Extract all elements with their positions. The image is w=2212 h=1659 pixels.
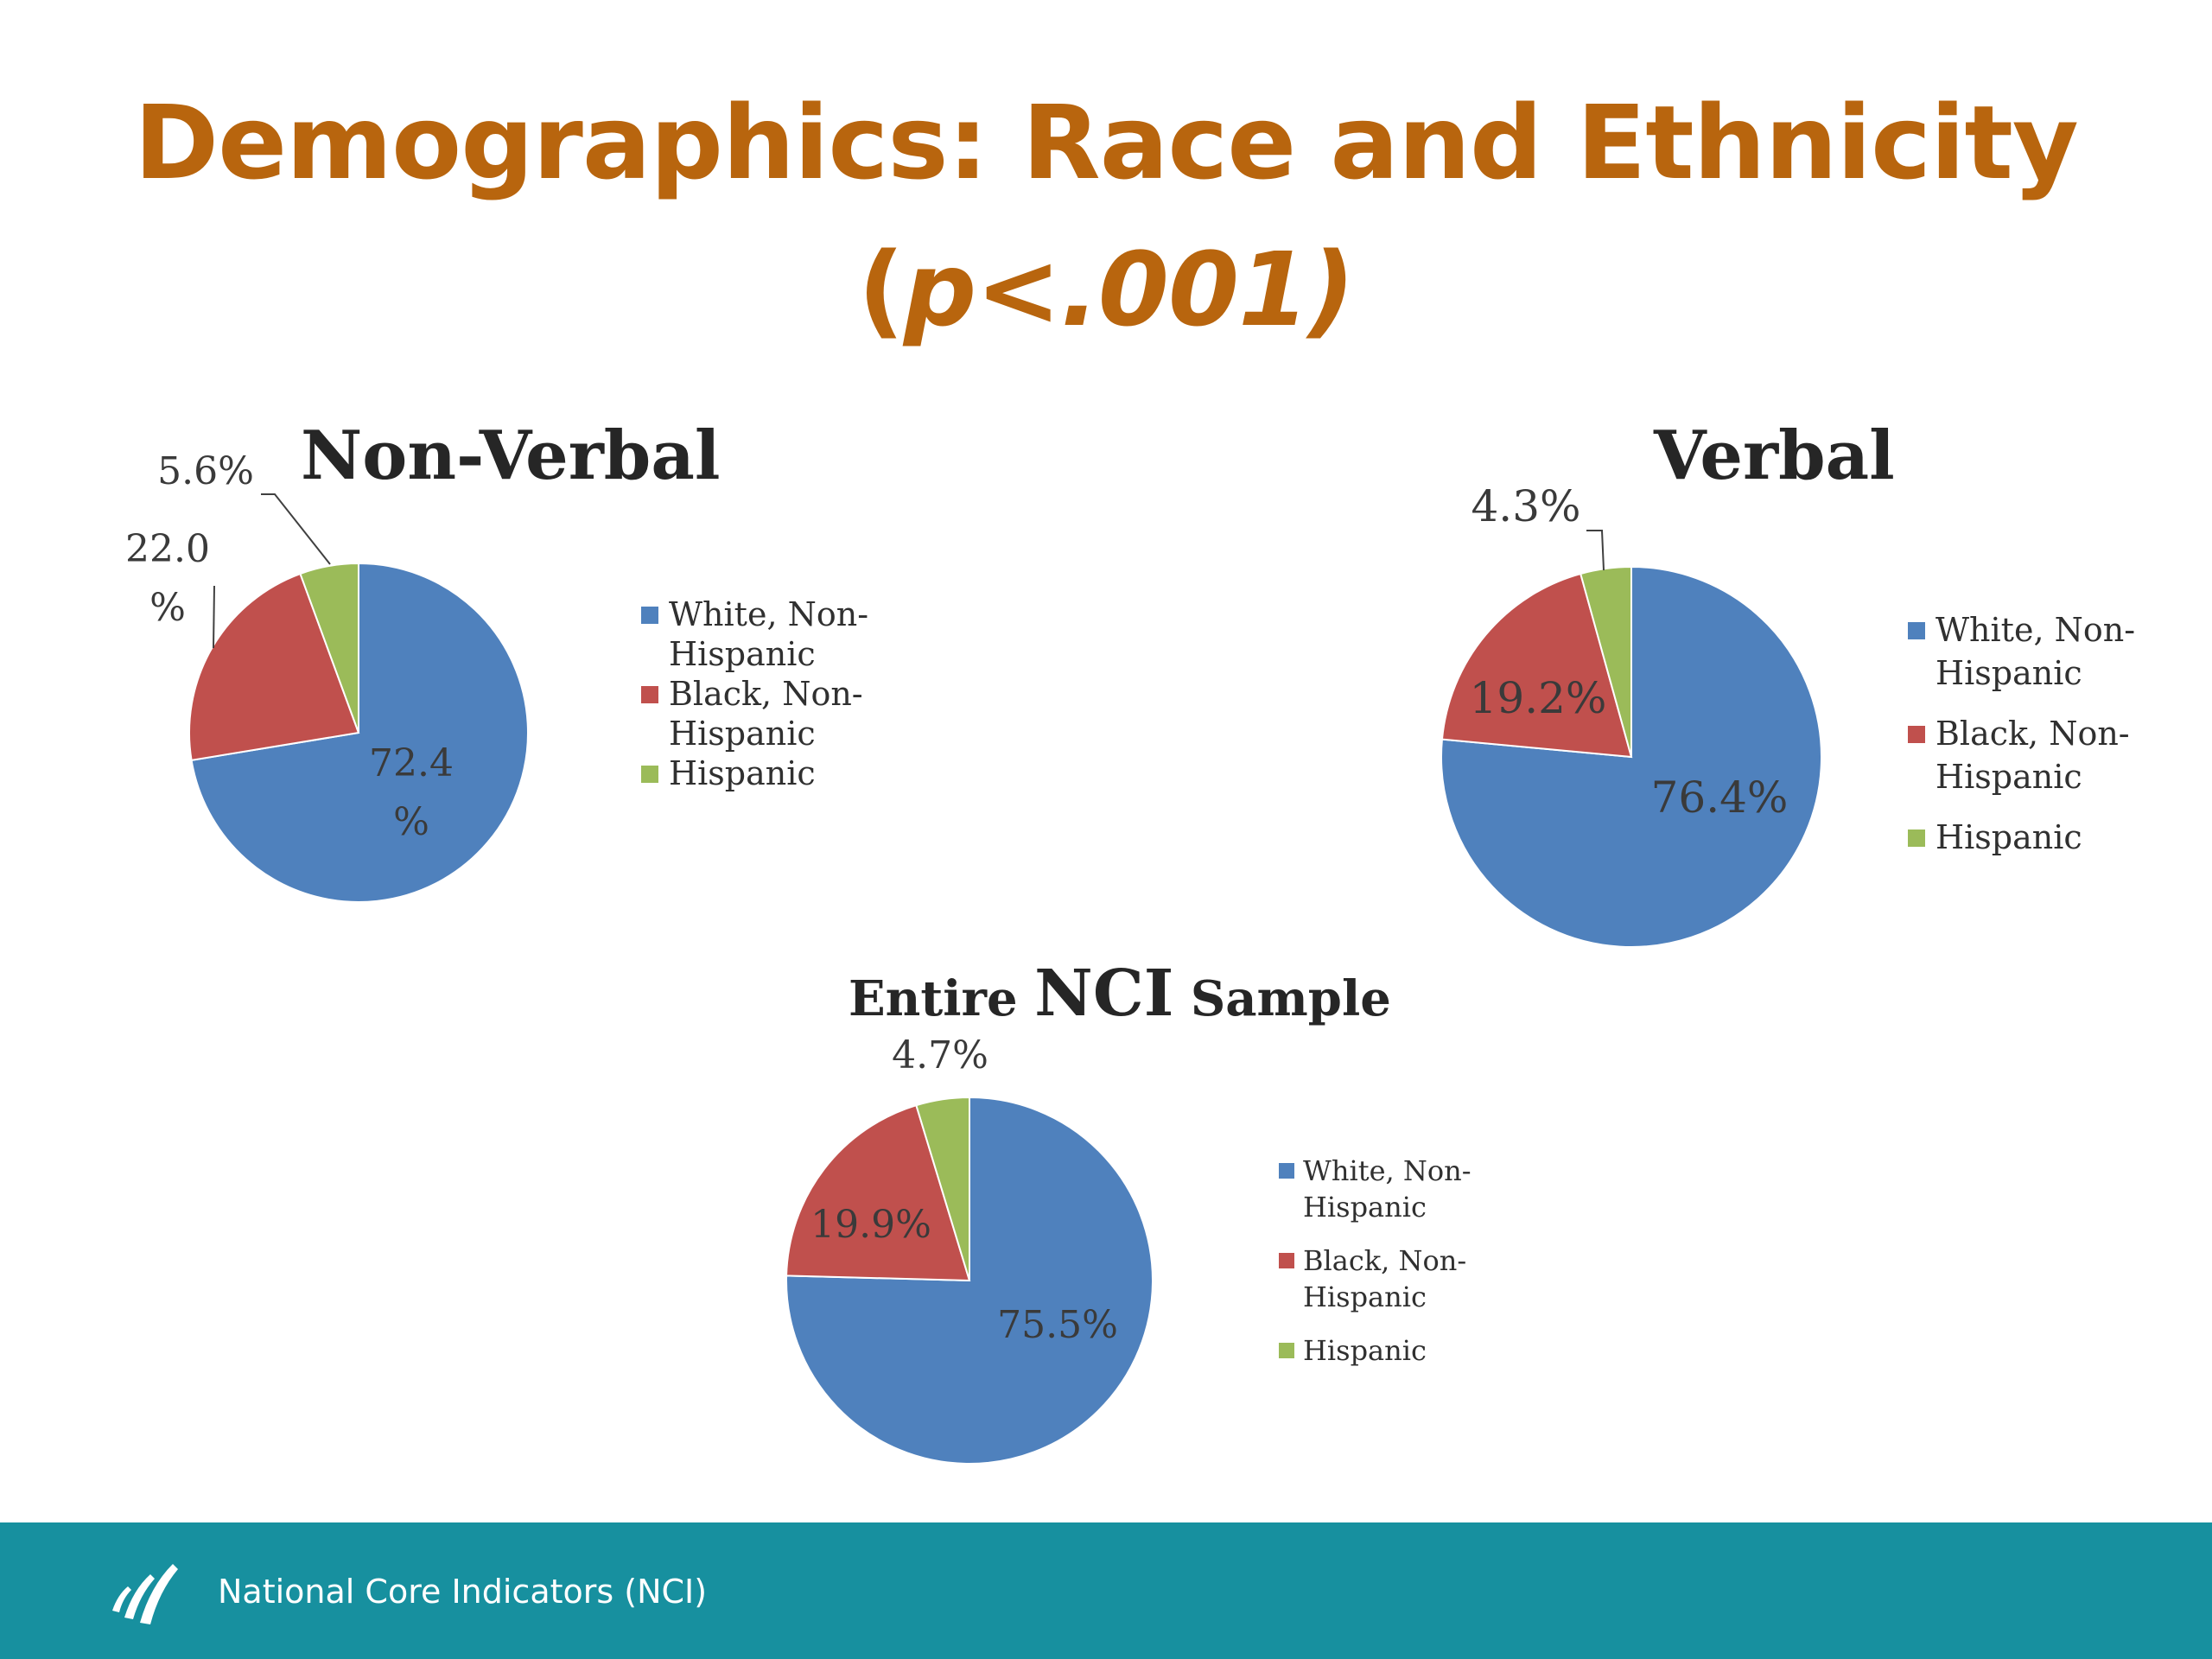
legend-label-line: Black, Non-: [1936, 715, 2130, 753]
leader-line-verbal-hispanic: [1586, 530, 1605, 571]
legend-swatch-black-non-hispanic: [1279, 1253, 1294, 1268]
legend-label-hispanic: Hispanic: [1303, 1332, 1427, 1369]
pie-entire-sample: 75.5% 19.9% 4.7%: [785, 1033, 1154, 1465]
legend-label-black-non-hispanic: Black, Non- Hispanic: [1936, 712, 2130, 798]
pie-slice-verbal-black-non-hispanic: [1440, 572, 1633, 759]
data-label-verbal-black-non-hispanic: 19.2%: [1470, 673, 1607, 723]
legend-label-line: Hispanic: [1303, 1334, 1427, 1367]
legend-swatch-hispanic: [1279, 1343, 1294, 1358]
legend-non-verbal: White, Non- Hispanic Black, Non- Hispanic Hi…: [641, 594, 926, 802]
legend-swatch-white-non-hispanic: [1908, 622, 1925, 639]
legend-label-line: Hispanic: [1936, 654, 2082, 692]
data-label-verbal-white-non-hispanic: 76.4%: [1651, 772, 1789, 823]
legend-label-line: Hispanic: [669, 635, 816, 673]
data-label-non-verbal-hispanic: 5.6%: [157, 449, 254, 493]
data-label-non-verbal-black-non-hispanic: 22.0%: [125, 527, 210, 630]
legend-label-line: Hispanic: [1936, 818, 2082, 856]
legend-swatch-hispanic: [641, 766, 658, 783]
legend-label-white-non-hispanic: White, Non- Hispanic: [1303, 1153, 1471, 1225]
chart-title-entire-part1: Entire: [849, 970, 1035, 1027]
legend-entire-sample: White, Non- Hispanic Black, Non- Hispanic Hi…: [1279, 1153, 1538, 1377]
legend-label-line: Hispanic: [669, 715, 816, 753]
legend-label-line: Black, Non-: [1303, 1244, 1467, 1277]
data-label-verbal-hispanic: 4.3%: [1471, 481, 1580, 531]
slide-title-line1: Demographics: Race and Ethnicity: [134, 83, 2079, 202]
legend-swatch-white-non-hispanic: [1279, 1163, 1294, 1179]
pie-slice-non-verbal-hispanic: [299, 562, 359, 734]
legend-swatch-white-non-hispanic: [641, 607, 658, 624]
chart-title-verbal: Verbal: [1654, 416, 1895, 495]
legend-label-white-non-hispanic: White, Non- Hispanic: [1936, 608, 2135, 695]
legend-label-line: Black, Non-: [669, 675, 863, 713]
chart-title-entire-part3: Sample: [1173, 970, 1391, 1027]
chart-title-entire-sample: Entire NCI Sample: [849, 959, 1391, 1033]
chart-title-non-verbal: Non-Verbal: [301, 416, 721, 495]
legend-verbal: White, Non- Hispanic Black, Non- Hispanic Hi…: [1908, 608, 2202, 868]
pie-slice-entire-sample-black-non-hispanic: [785, 1103, 971, 1282]
data-label-entire-sample-black-non-hispanic: 19.9%: [810, 1203, 931, 1247]
pie-slice-non-verbal-black-non-hispanic: [188, 572, 360, 762]
legend-label-line: White, Non-: [1936, 611, 2136, 649]
slide-title: Demographics: Race and Ethnicity (p<.001…: [0, 69, 2212, 363]
legend-label-line: Hispanic: [1936, 758, 2082, 796]
legend-label-line: White, Non-: [669, 595, 869, 633]
pie-slice-verbal-hispanic: [1579, 565, 1632, 758]
legend-label-line: White, Non-: [1303, 1154, 1471, 1187]
slide-title-line2: (p<.001): [0, 216, 2212, 363]
legend-label-black-non-hispanic: Black, Non- Hispanic: [669, 674, 863, 753]
pie-slice-entire-sample-hispanic: [915, 1096, 970, 1281]
legend-label-line: Hispanic: [1303, 1191, 1427, 1224]
pie-slice-non-verbal-white-non-hispanic: [190, 562, 529, 903]
footer-bar: National Core Indicators (NCI): [0, 1522, 2212, 1659]
data-label-non-verbal-white-non-hispanic: 72.4%: [369, 741, 454, 844]
leader-line-non-verbal-hispanic: [261, 493, 331, 565]
slide-title-pvalue: p<.001): [903, 230, 1355, 349]
data-label-entire-sample-hispanic: 4.7%: [892, 1033, 988, 1077]
leader-line-non-verbal-black-non-hispanic: [213, 585, 215, 649]
chart-title-entire-nci: NCI: [1034, 957, 1174, 1031]
legend-label-hispanic: Hispanic: [669, 753, 816, 793]
legend-label-line: Hispanic: [669, 754, 816, 792]
slide-title-paren: (: [857, 230, 905, 349]
legend-swatch-black-non-hispanic: [1908, 726, 1925, 743]
legend-label-line: Hispanic: [1303, 1281, 1427, 1313]
footer-text: National Core Indicators (NCI): [218, 1573, 708, 1611]
legend-label-black-non-hispanic: Black, Non- Hispanic: [1303, 1243, 1466, 1315]
legend-label-white-non-hispanic: White, Non- Hispanic: [669, 594, 868, 674]
data-label-entire-sample-white-non-hispanic: 75.5%: [997, 1303, 1118, 1347]
nci-logo-icon: [112, 1564, 178, 1624]
legend-swatch-hispanic: [1908, 830, 1925, 847]
legend-swatch-black-non-hispanic: [641, 686, 658, 703]
pie-non-verbal: 72.4 % 22.0 % 5.6%: [125, 449, 529, 903]
legend-label-hispanic: Hispanic: [1936, 816, 2082, 859]
pie-verbal: 76.4% 19.2% 4.3%: [1440, 481, 1822, 948]
